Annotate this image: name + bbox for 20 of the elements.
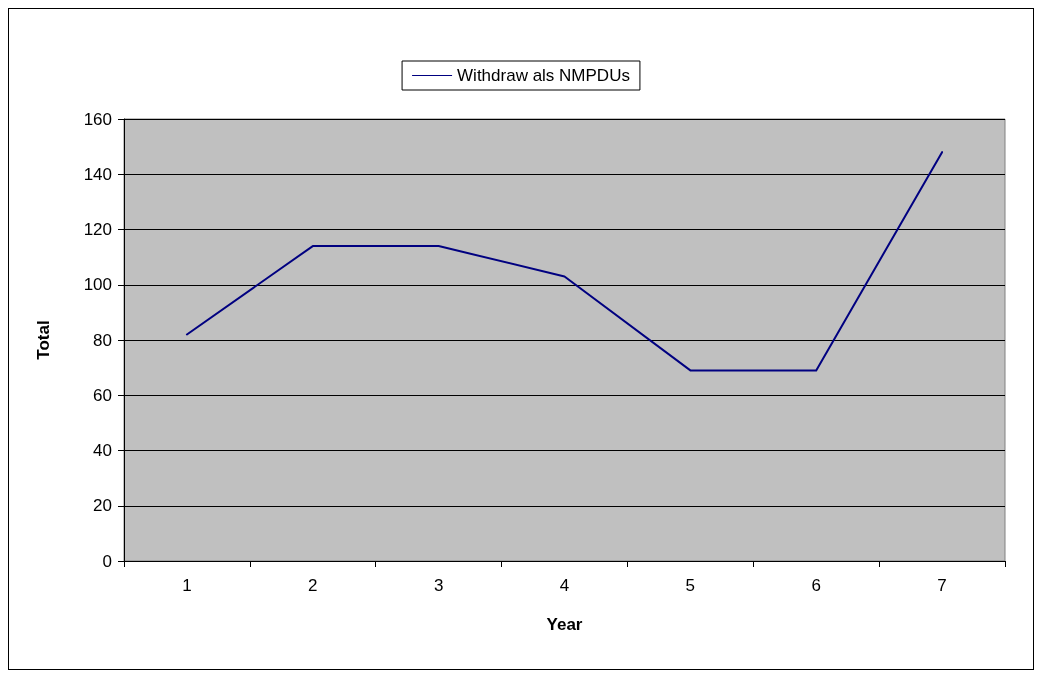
line-series	[185, 151, 944, 372]
y-tick-label: 120	[83, 220, 112, 239]
y-tick-label: 20	[93, 496, 112, 516]
y-tick-label: 160	[83, 109, 112, 129]
y-tick-label: 80	[93, 330, 112, 350]
x-tick-label: 4	[559, 576, 570, 595]
x-axis-title: Year	[546, 615, 583, 634]
x-tick-label: 1	[182, 576, 192, 595]
y-tick-label: 100	[83, 275, 112, 295]
y-tick-label: 0	[102, 551, 112, 571]
x-tick-label: 3	[433, 576, 444, 595]
y-tick-label: 40	[93, 441, 112, 460]
legend-label: Withdraw als NMPDUs	[457, 66, 630, 85]
y-tick-label: 140	[83, 164, 112, 184]
y-axis-title: Total	[34, 320, 53, 360]
x-tick-label: 2	[308, 576, 318, 595]
y-tick-label: 60	[93, 385, 112, 405]
x-tick-label: 7	[937, 576, 947, 595]
x-tick-label: 5	[685, 576, 696, 595]
x-tick-label: 6	[811, 576, 821, 595]
